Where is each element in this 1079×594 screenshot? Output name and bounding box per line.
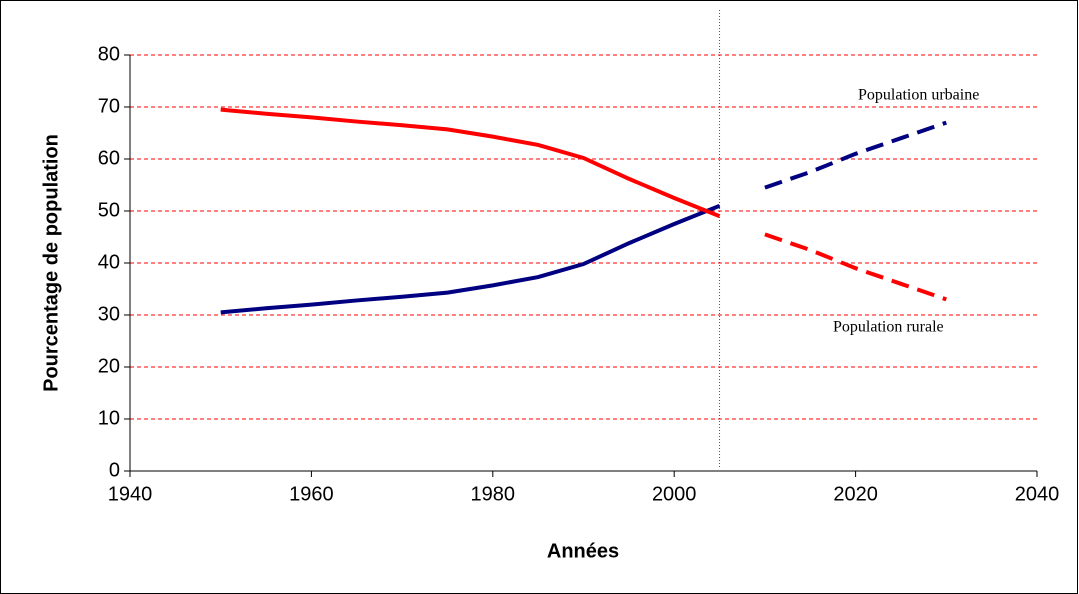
- y-tick-label: 80: [98, 43, 120, 65]
- x-tick-label: 2000: [652, 483, 697, 505]
- solid-line: [220, 203, 721, 315]
- projected-line: [764, 232, 947, 302]
- y-tick-label: 30: [98, 303, 120, 325]
- y-tick-label: 50: [98, 199, 120, 221]
- projected-line: [764, 120, 947, 190]
- x-axis-label: Années: [547, 540, 619, 562]
- x-tick-label: 2020: [833, 483, 878, 505]
- y-tick-label: 60: [98, 147, 120, 169]
- x-tick-label: 2040: [1015, 483, 1060, 505]
- x-tick-label: 1980: [471, 483, 516, 505]
- series-label: Population urbaine: [858, 87, 979, 104]
- y-axis-label: Pourcentage de population: [40, 134, 62, 392]
- x-tick-label: 1940: [108, 483, 153, 505]
- series-label: Population rurale: [833, 319, 944, 336]
- y-tick-label: 0: [109, 459, 120, 481]
- y-tick-label: 70: [98, 95, 120, 117]
- y-tick-label: 10: [98, 407, 120, 429]
- y-tick-label: 20: [98, 355, 120, 377]
- x-tick-label: 1960: [289, 483, 334, 505]
- solid-line: [220, 107, 721, 219]
- y-tick-label: 40: [98, 251, 120, 273]
